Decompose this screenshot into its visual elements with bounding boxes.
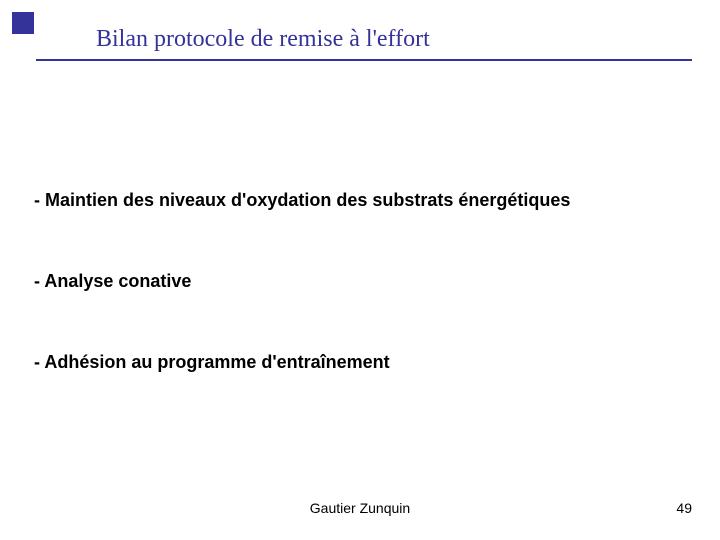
page-number: 49	[676, 500, 692, 516]
bullet-item: - Adhésion au programme d'entraînement	[34, 352, 686, 373]
accent-square	[12, 12, 34, 34]
title-underline	[36, 59, 692, 61]
bullet-item: - Analyse conative	[34, 271, 686, 292]
title-area: Bilan protocole de remise à l'effort	[36, 26, 692, 61]
content-area: - Maintien des niveaux d'oxydation des s…	[34, 190, 686, 433]
footer-author: Gautier Zunquin	[0, 500, 720, 516]
slide-title: Bilan protocole de remise à l'effort	[36, 26, 692, 57]
bullet-item: - Maintien des niveaux d'oxydation des s…	[34, 190, 686, 211]
